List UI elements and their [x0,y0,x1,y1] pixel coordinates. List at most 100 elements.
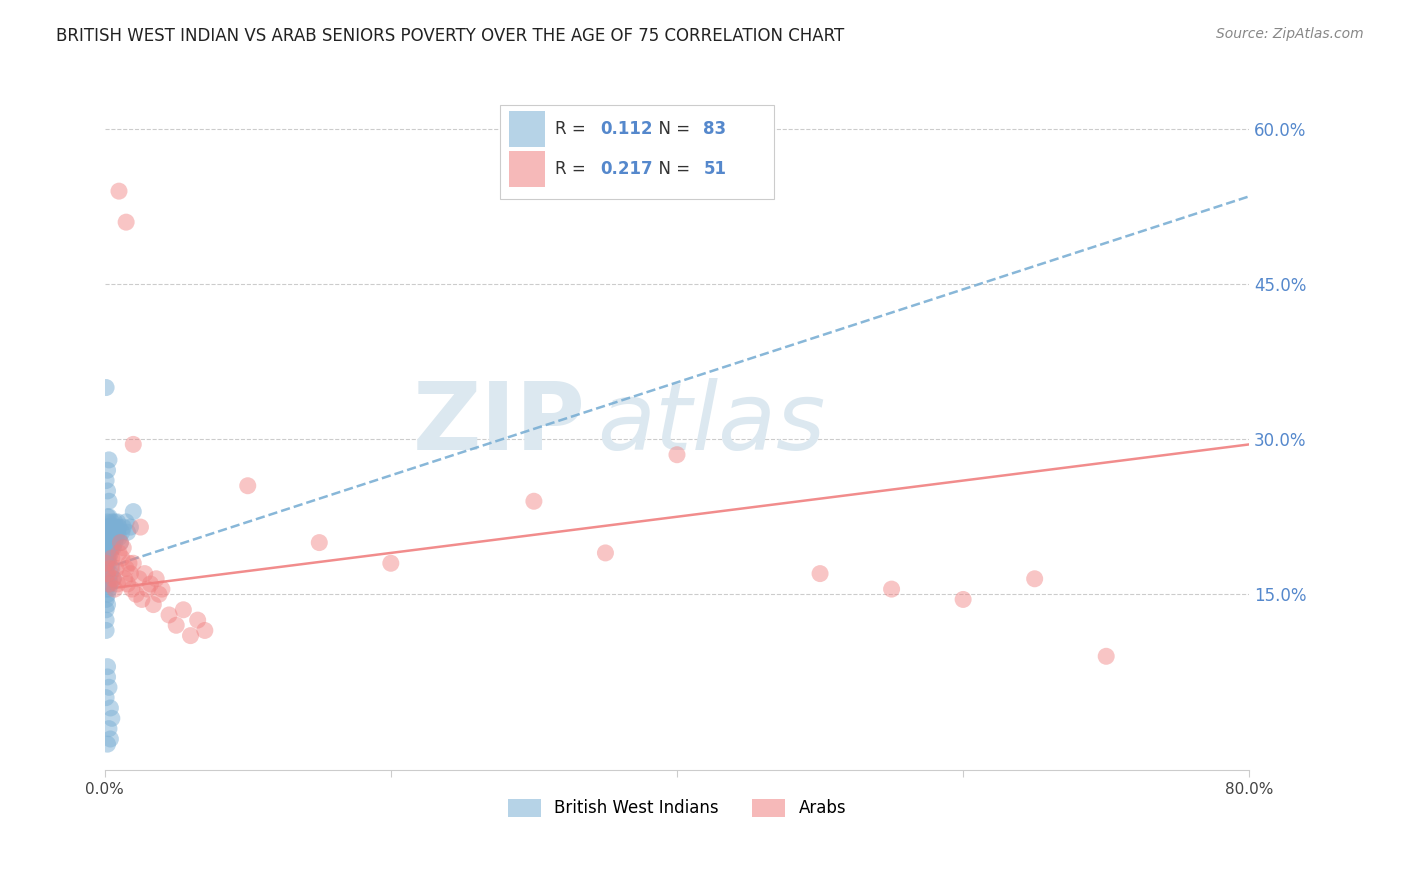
Point [96,670,118,684]
Text: atlas: atlas [598,378,825,469]
Point [94,541,117,555]
Text: 0.217: 0.217 [600,161,652,178]
Point [122,505,145,519]
Point [98,520,121,534]
Point [104,515,127,529]
Point [112,520,135,534]
Point [108,184,131,198]
Point [122,556,145,570]
Point [105,561,128,575]
Point [105,520,128,534]
Point [94,690,117,705]
Point [1024,572,1046,586]
Point [108,520,131,534]
Point [103,520,125,534]
Point [98,453,121,467]
Point [101,541,124,555]
Point [121,582,143,596]
Point [94,380,117,394]
Point [880,582,903,596]
Point [103,530,125,544]
Point [94,566,117,581]
Point [98,577,121,591]
Point [105,530,128,544]
Point [180,629,202,643]
Point [110,535,132,549]
Point [108,546,131,560]
Point [107,515,129,529]
Point [104,582,127,596]
Point [96,598,118,612]
Text: N =: N = [648,161,696,178]
Point [96,659,118,673]
Text: ZIP: ZIP [412,377,585,470]
Point [115,515,138,529]
Point [98,681,121,695]
Point [100,731,122,746]
Point [94,546,117,560]
Point [94,551,117,566]
Point [111,551,134,566]
Point [94,561,117,575]
Point [94,520,117,534]
Point [98,509,121,524]
Point [1095,649,1118,664]
Point [98,572,121,586]
Point [96,737,118,751]
Point [308,535,330,549]
Point [136,582,159,596]
Point [115,561,138,575]
Point [96,463,118,477]
Point [117,525,139,540]
Point [665,448,688,462]
Point [98,494,121,508]
Point [100,530,122,544]
Point [103,572,125,586]
Point [96,520,118,534]
Point [94,530,117,544]
Bar [509,112,546,147]
Text: R =: R = [554,120,591,138]
Text: 51: 51 [703,161,727,178]
Point [100,566,122,581]
Point [117,577,139,591]
Point [125,587,148,601]
Point [110,535,132,549]
Point [112,541,135,555]
Point [111,525,134,540]
Point [131,592,153,607]
Point [96,577,118,591]
Point [98,535,121,549]
Point [96,556,118,570]
Point [103,541,125,555]
Text: BRITISH WEST INDIAN VS ARAB SENIORS POVERTY OVER THE AGE OF 75 CORRELATION CHART: BRITISH WEST INDIAN VS ARAB SENIORS POVE… [56,27,845,45]
Text: 0.112: 0.112 [600,120,652,138]
Point [100,546,122,560]
Point [94,613,117,627]
Text: N =: N = [648,120,696,138]
Point [94,592,117,607]
Point [187,613,209,627]
Point [101,515,124,529]
Point [94,535,117,549]
Point [94,582,117,596]
Point [101,525,124,540]
Point [120,566,142,581]
Point [96,546,118,560]
Point [101,535,124,549]
Point [145,572,167,586]
Point [104,525,127,540]
Point [101,551,124,566]
Text: 83: 83 [703,120,727,138]
Point [94,474,117,488]
Text: Source: ZipAtlas.com: Source: ZipAtlas.com [1216,27,1364,41]
Point [148,587,170,601]
Legend: British West Indians, Arabs: British West Indians, Arabs [501,792,853,824]
Point [142,598,165,612]
Point [952,592,974,607]
Point [114,572,136,586]
Point [94,556,117,570]
Point [96,525,118,540]
Point [128,572,150,586]
Point [172,603,194,617]
